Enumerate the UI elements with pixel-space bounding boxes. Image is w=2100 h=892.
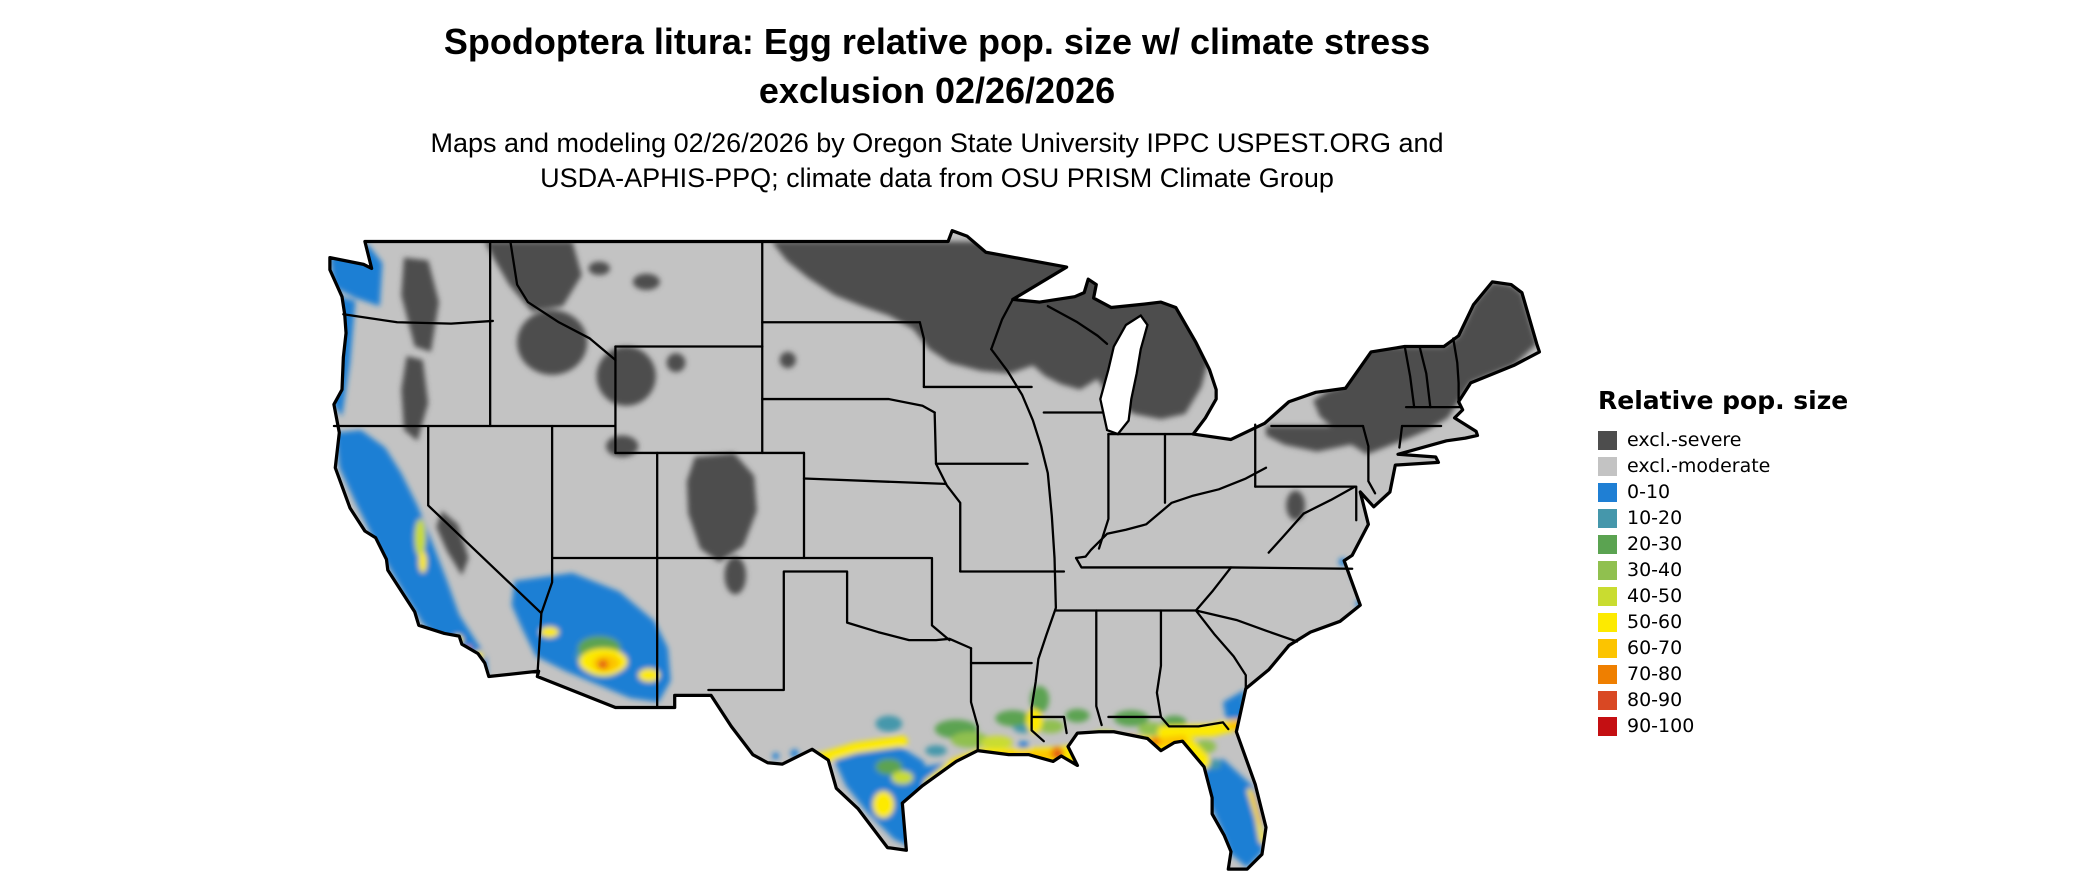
legend-item-label: 30-40 (1627, 559, 1683, 581)
legend-item-label: excl.-severe (1627, 429, 1742, 451)
legend-swatch (1598, 534, 1617, 554)
legend-swatch (1598, 560, 1617, 580)
legend-item: 0-10 (1598, 479, 1848, 505)
legend-item: 80-90 (1598, 687, 1848, 713)
legend-swatch (1598, 638, 1617, 658)
subtitle-line-1: Maps and modeling 02/26/2026 by Oregon S… (430, 128, 1444, 158)
legend-item: excl.-moderate (1598, 453, 1848, 479)
legend-swatch (1598, 690, 1617, 710)
legend-swatch (1598, 508, 1617, 528)
legend-item-label: 20-30 (1627, 533, 1683, 555)
legend-item-label: excl.-moderate (1627, 455, 1771, 477)
figure-title: Spodoptera litura: Egg relative pop. siz… (0, 18, 1874, 115)
legend-item: 30-40 (1598, 557, 1848, 583)
legend-item-label: 50-60 (1627, 611, 1683, 633)
lake-michigan (1099, 314, 1149, 436)
us-map (316, 228, 1556, 888)
us-outline (328, 229, 1542, 871)
legend-item: 20-30 (1598, 531, 1848, 557)
legend-swatch (1598, 586, 1617, 606)
title-line-1: Spodoptera litura: Egg relative pop. siz… (443, 21, 1431, 62)
legend-item: 10-20 (1598, 505, 1848, 531)
legend-item-label: 40-50 (1627, 585, 1683, 607)
legend-rows: excl.-severe excl.-moderate 0-10 10-20 20-30… (1598, 427, 1848, 739)
legend: Relative pop. size excl.-severe excl.-mod… (1598, 386, 1848, 739)
legend-item: 70-80 (1598, 661, 1848, 687)
legend-swatch (1598, 482, 1617, 502)
legend-title: Relative pop. size (1598, 386, 1849, 415)
legend-swatch (1598, 456, 1617, 476)
legend-item: excl.-severe (1598, 427, 1848, 453)
legend-swatch (1598, 612, 1617, 632)
legend-item: 90-100 (1598, 713, 1848, 739)
state-borders (332, 240, 1462, 752)
legend-item: 50-60 (1598, 609, 1848, 635)
figure-subtitle: Maps and modeling 02/26/2026 by Oregon S… (0, 126, 1874, 196)
legend-item-label: 90-100 (1627, 715, 1695, 737)
legend-swatch (1598, 430, 1617, 450)
legend-item-label: 10-20 (1627, 507, 1683, 529)
legend-item: 40-50 (1598, 583, 1848, 609)
legend-item-label: 60-70 (1627, 637, 1683, 659)
legend-swatch (1598, 664, 1617, 684)
legend-item-label: 80-90 (1627, 689, 1683, 711)
legend-item-label: 70-80 (1627, 663, 1683, 685)
title-line-2: exclusion 02/26/2026 (758, 69, 1116, 111)
raster-layer (329, 230, 1540, 870)
legend-item-label: 0-10 (1627, 481, 1671, 503)
legend-item: 60-70 (1598, 635, 1848, 661)
legend-swatch (1598, 716, 1617, 736)
us-map-svg (328, 229, 1542, 871)
subtitle-line-2: USDA-APHIS-PPQ; climate data from OSU PR… (540, 163, 1334, 194)
